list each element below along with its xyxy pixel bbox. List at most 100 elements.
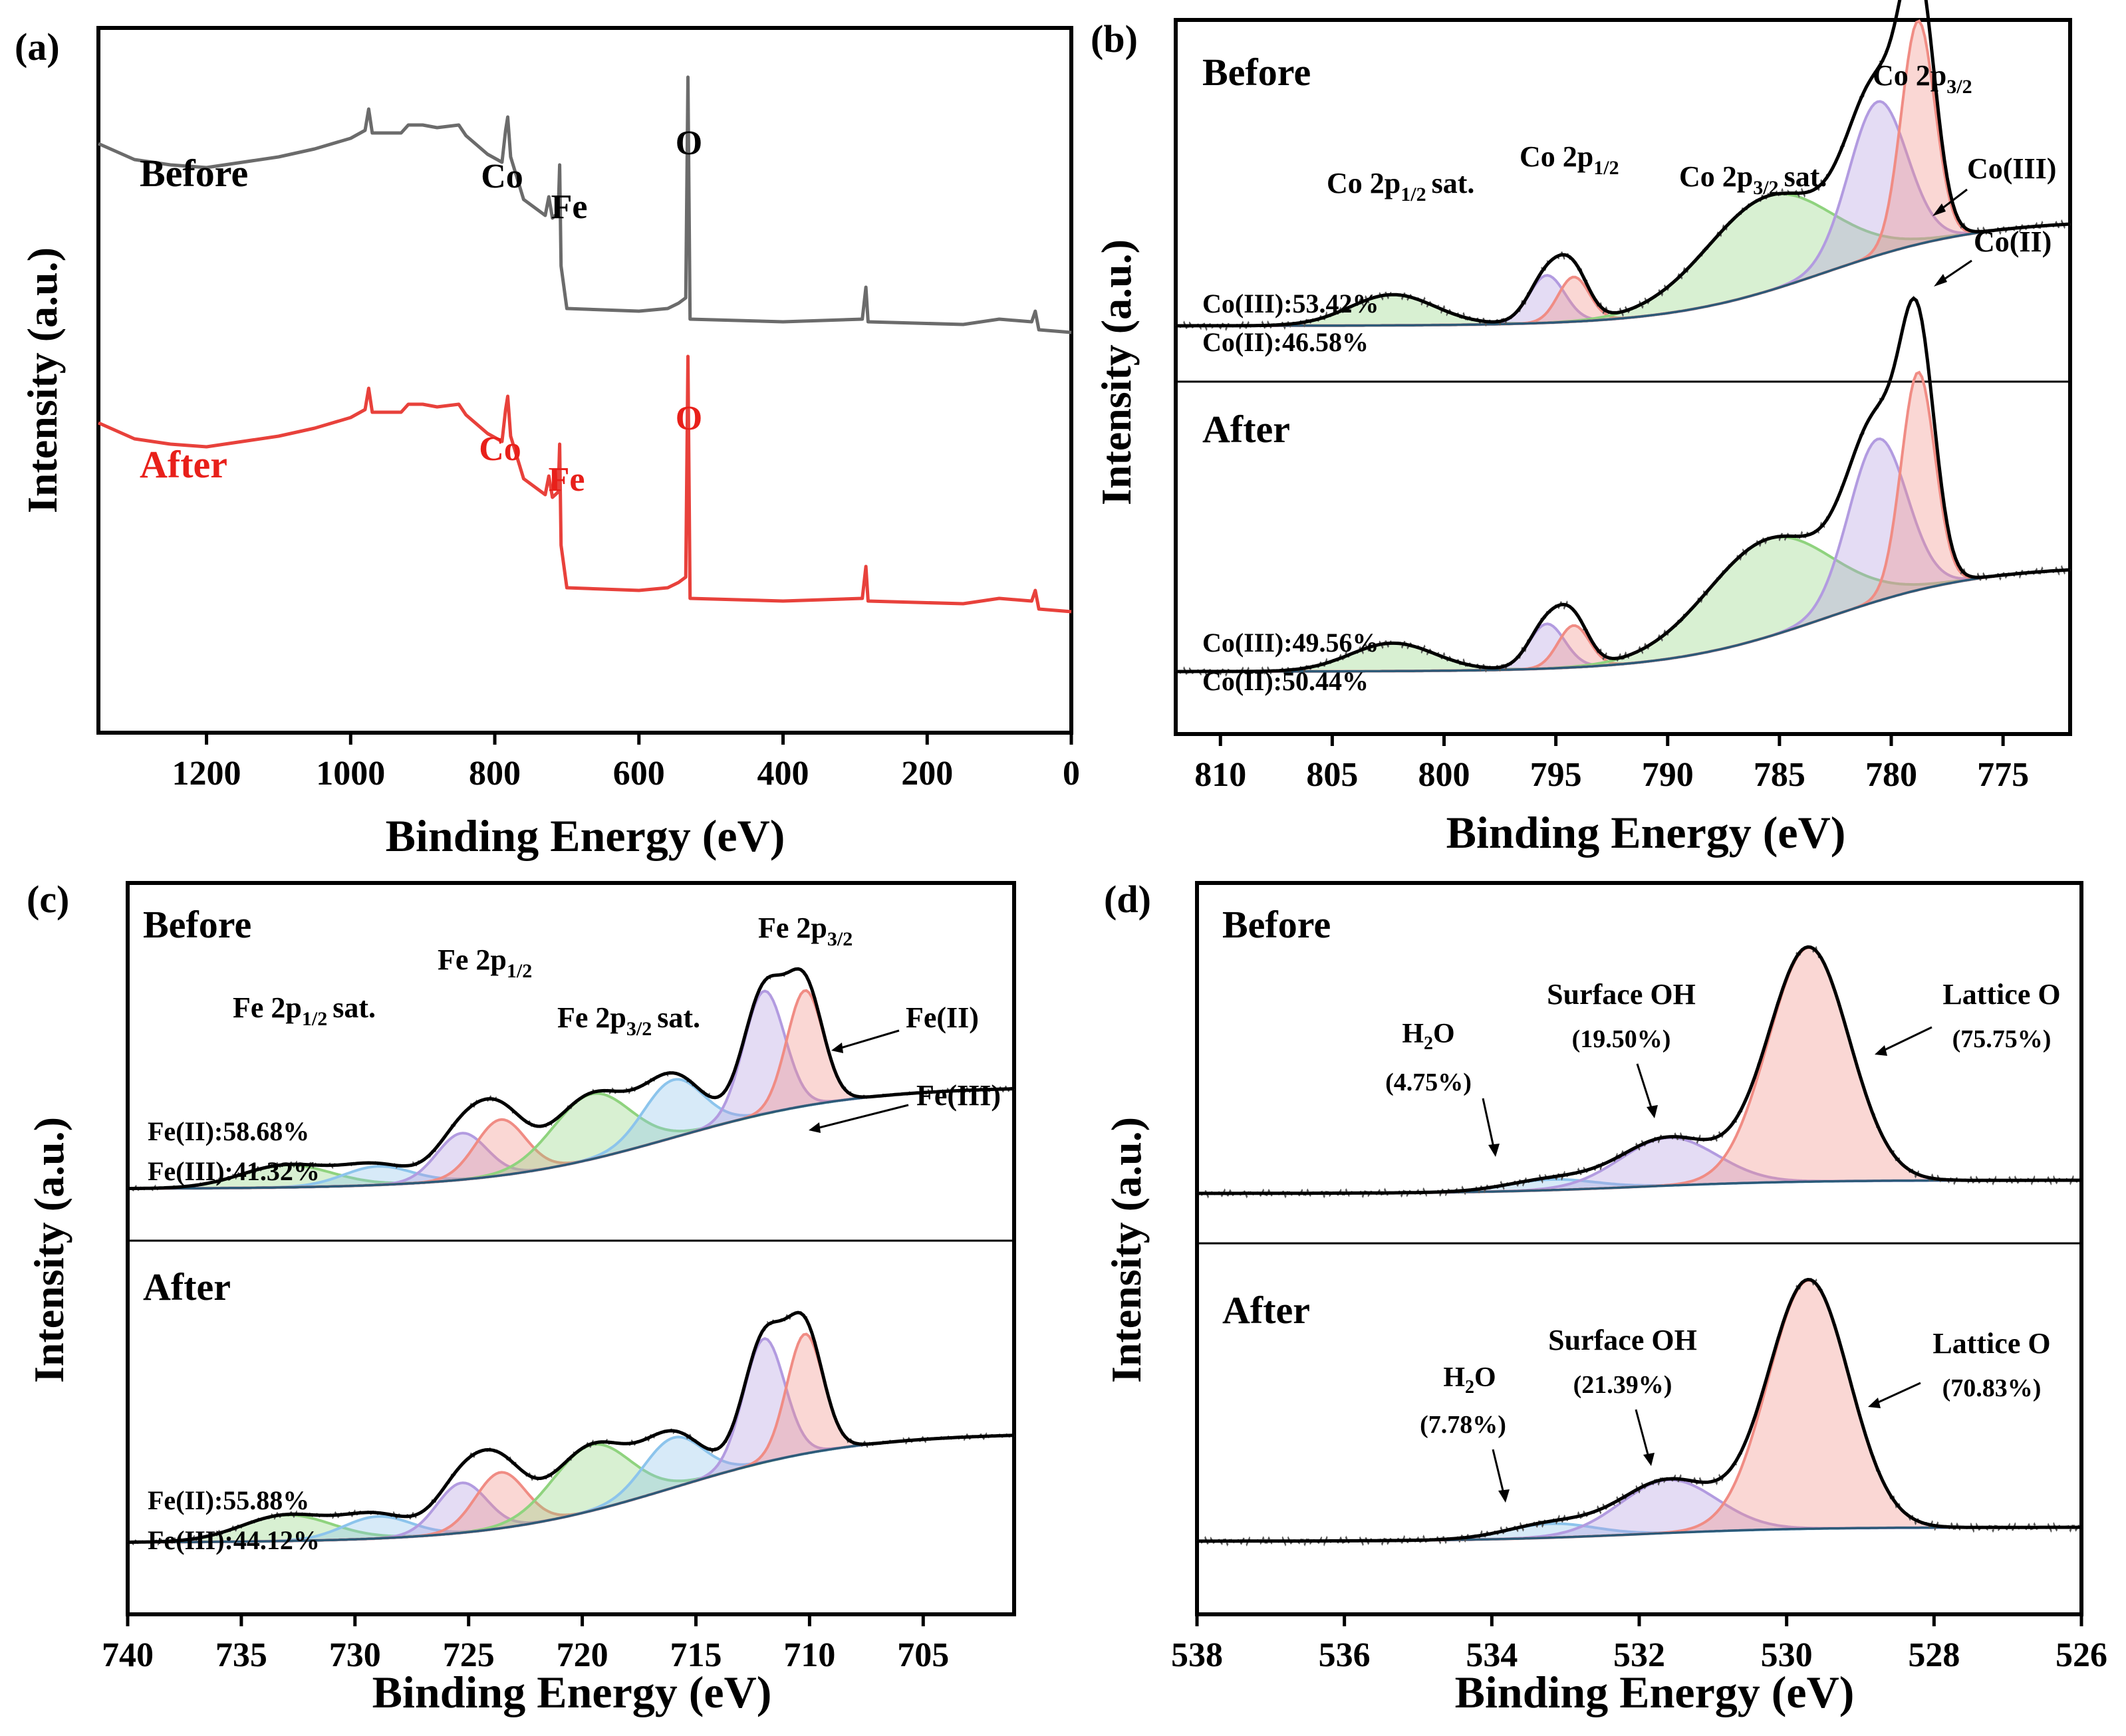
- b-co-2p12-sat-label: Co 2p1/2 sat.: [1327, 167, 1474, 205]
- xtick-label: 532: [1613, 1636, 1665, 1674]
- panel-c: (c) 740 735 730 725 720 715 710 705 Intensity (…: [25, 878, 1016, 1717]
- xtick-label: 538: [1171, 1636, 1223, 1674]
- xtick-label: 705: [897, 1636, 949, 1674]
- fit-envelope: [128, 1310, 1015, 1544]
- xtick-label: 0: [1063, 755, 1080, 793]
- fit-background: [1176, 568, 2071, 673]
- a-after-fe-label: Fe: [549, 461, 585, 499]
- a-before-co-label: Co: [481, 158, 523, 195]
- xtick-label: 600: [613, 755, 665, 793]
- b-co-2p32-sat-sub: 3/2: [1753, 177, 1778, 199]
- panel-label-c: (c): [27, 878, 69, 921]
- c-fe2-arrow: [836, 1029, 900, 1051]
- fit-peak-fill: [128, 990, 1014, 1189]
- c-fe3-arrowhead: [809, 1122, 821, 1133]
- d-after-h2o-h: H: [1443, 1362, 1465, 1393]
- panel-b-ylabel: Intensity (a.u.): [1093, 239, 1140, 505]
- fit-peak-fill: [1176, 439, 2070, 672]
- fit-envelope: [1197, 945, 2081, 1195]
- b-after-label: After: [1202, 408, 1290, 451]
- d-after-label: After: [1222, 1289, 1310, 1332]
- d-before-label: Before: [1222, 903, 1331, 946]
- c-fe-2p32-sat-main: Fe 2p: [557, 1001, 626, 1034]
- d-after-h2o-arrowhead: [1498, 1489, 1510, 1503]
- c-before-fe3-pct: Fe(III):41.32%: [148, 1156, 320, 1186]
- panel-d-xlabel: Binding Energy (eV): [1455, 1667, 1855, 1717]
- d-before-h2o-arrow: [1482, 1098, 1496, 1151]
- xtick-label: 735: [215, 1636, 267, 1674]
- c-fe-2p32-label: Fe 2p3/2: [758, 912, 853, 950]
- b-co-2p32-sat-label: Co 2p3/2 sat.: [1679, 160, 1827, 199]
- a-after-o-label: O: [676, 400, 702, 437]
- c-fe-2p12-sat-suffix: sat.: [332, 991, 376, 1024]
- c-fe-2p12-sat-main: Fe 2p: [233, 991, 302, 1024]
- survey-line-after: [97, 354, 1072, 614]
- xtick-label: 810: [1194, 756, 1246, 794]
- fit-peak-fill: [1176, 224, 2070, 326]
- fit-peak-fill: [1176, 372, 2070, 672]
- d-after-oh-arrow: [1635, 1409, 1651, 1460]
- b-co3-arrowhead: [1932, 203, 1946, 216]
- panel-d-fits: [1196, 943, 2082, 1547]
- c-fe-2p12-sat-label: Fe 2p1/2 sat.: [233, 991, 376, 1030]
- c-fe2-label: Fe(II): [906, 1001, 979, 1034]
- c-fe-2p12-label: Fe 2p1/2: [438, 943, 532, 982]
- panel-d: (d) 538 536 534 532 530 528 526 Intensity (a.u…: [1103, 878, 2107, 1717]
- panel-label-a: (a): [15, 25, 60, 68]
- panel-b: (b) 810 805 800 795 790 785 780 775 Intensity (…: [1091, 0, 2072, 858]
- xtick-label: 730: [329, 1636, 381, 1674]
- c-fe-2p32-sat-sub: 3/2: [626, 1018, 652, 1040]
- d-after-lattice-arrow: [1873, 1382, 1921, 1406]
- d-after-h2o-label: H2O: [1443, 1362, 1496, 1398]
- d-after-oh-label: Surface OH: [1548, 1324, 1697, 1356]
- b-co-2p12-sat-main: Co 2p: [1327, 167, 1400, 199]
- d-before-h2o-arrowhead: [1488, 1144, 1500, 1157]
- b-co-2p32-sub: 3/2: [1946, 76, 1972, 98]
- d-after-h2o-arrow: [1492, 1449, 1506, 1497]
- d-after-h2o-o: O: [1474, 1362, 1496, 1393]
- panel-a-xticks: 1200 1000 800 600 400 200 0: [172, 733, 1080, 793]
- b-co2-arrowhead: [1934, 274, 1947, 287]
- d-after-h2o-pct: (7.78%): [1420, 1411, 1506, 1439]
- xtick-label: 780: [1865, 756, 1917, 794]
- d-before-h2o-label: H2O: [1402, 1019, 1454, 1054]
- panel-c-fits: [127, 967, 1015, 1547]
- panel-b-xlabel: Binding Energy (eV): [1446, 807, 1846, 858]
- d-before-oh-label: Surface OH: [1547, 978, 1696, 1011]
- fit-peak-fill: [1197, 1479, 2081, 1541]
- xtick-label: 725: [443, 1636, 495, 1674]
- xtick-label: 795: [1530, 756, 1582, 794]
- xtick-label: 1200: [172, 755, 241, 793]
- xtick-label: 775: [1977, 756, 2029, 794]
- panel-c-xticks: 740 735 730 725 720 715 710 705: [102, 1614, 949, 1674]
- c-fe3-label: Fe(III): [916, 1079, 1001, 1112]
- c-fe-2p12-sub: 1/2: [507, 960, 532, 982]
- b-co2-label: Co(II): [1974, 225, 2052, 258]
- xtick-label: 720: [557, 1636, 608, 1674]
- c-before-label: Before: [143, 903, 251, 946]
- b-after-co2-pct: Co(II):50.44%: [1202, 666, 1369, 696]
- d-before-oh-arrowhead: [1647, 1105, 1658, 1118]
- xtick-label: 200: [901, 755, 953, 793]
- xtick-label: 715: [670, 1636, 722, 1674]
- a-after-co-label: Co: [479, 430, 521, 468]
- c-fe-2p12-main: Fe 2p: [438, 943, 507, 976]
- fit-envelope: [128, 967, 1015, 1190]
- panel-b-fits: [1175, 0, 2071, 677]
- d-before-h2o-o: O: [1433, 1019, 1455, 1049]
- d-after-h2o-sub: 2: [1465, 1377, 1474, 1398]
- fit-peak-fill: [1176, 537, 2070, 672]
- xtick-label: 710: [783, 1636, 835, 1674]
- panel-b-xticks: 810 805 800 795 790 785 780 775: [1194, 734, 2029, 794]
- d-before-lattice-pct: (75.75%): [1952, 1025, 2052, 1053]
- c-fe-2p32-sat-suffix: sat.: [657, 1001, 700, 1034]
- d-before-h2o-pct: (4.75%): [1385, 1068, 1472, 1096]
- c-fe2-arrowhead: [831, 1043, 843, 1053]
- c-after-fe2-pct: Fe(II):55.88%: [148, 1485, 309, 1515]
- b-co-2p12-sat-suffix: sat.: [1432, 167, 1475, 199]
- b-co-2p12-sub: 1/2: [1593, 157, 1619, 179]
- d-after-lattice-label: Lattice O: [1932, 1327, 2050, 1360]
- d-after-lattice-arrowhead: [1868, 1398, 1881, 1408]
- panel-a-frame: [96, 26, 1073, 735]
